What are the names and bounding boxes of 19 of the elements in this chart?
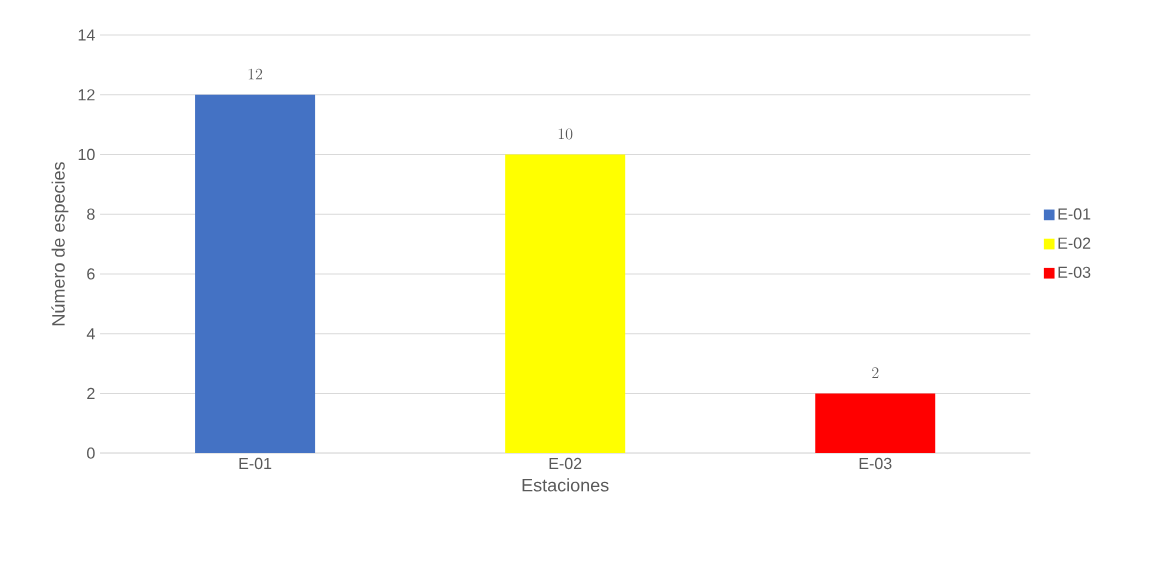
data-label: 2 [872, 367, 879, 378]
y-axis-title: Número de especies [51, 162, 69, 326]
x-tick-label: E-01 [239, 457, 272, 470]
x-axis-title: Estaciones [522, 478, 609, 492]
x-tick-label: E-02 [549, 457, 582, 470]
y-tick-label: 6 [87, 268, 95, 280]
x-tick-label: E-03 [859, 457, 892, 470]
y-tick-label: 12 [78, 89, 95, 101]
y-tick-label: 14 [78, 29, 95, 41]
y-tick-label: 8 [87, 208, 95, 220]
legend-label: E-01 [1058, 208, 1091, 220]
legend-label: E-03 [1058, 266, 1091, 278]
y-tick-label: 2 [87, 387, 95, 399]
legend-label: E-02 [1058, 237, 1091, 249]
data-label: 10 [558, 128, 573, 140]
y-tick-label: 0 [87, 447, 95, 459]
y-tick-label: 10 [78, 148, 95, 161]
data-label: 12 [248, 68, 263, 80]
y-tick-label: 4 [86, 328, 95, 340]
